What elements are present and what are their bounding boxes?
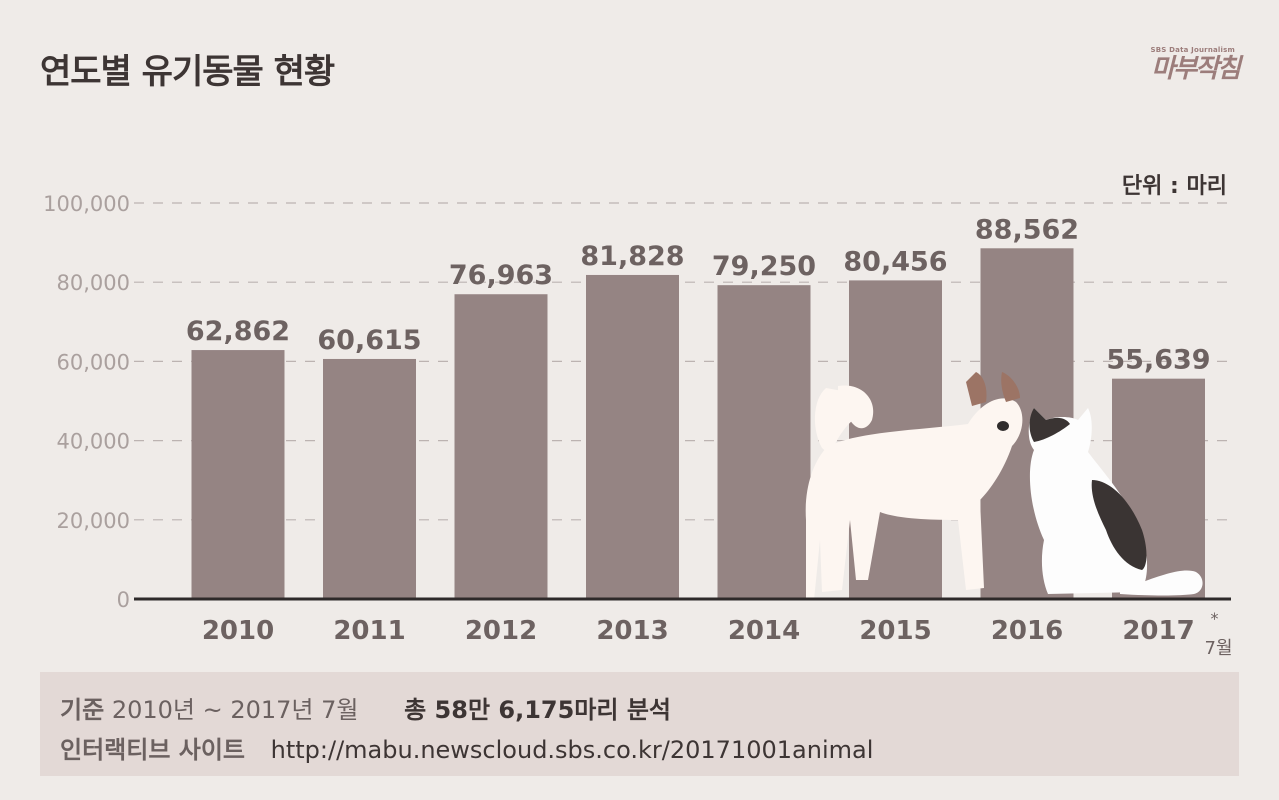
data-label: 79,250 <box>712 251 816 282</box>
footnote-marker: * <box>1211 609 1219 628</box>
data-label: 55,639 <box>1106 345 1210 376</box>
data-label: 62,862 <box>186 316 290 347</box>
dog-illustration <box>805 372 1023 600</box>
y-tick-label: 60,000 <box>57 350 130 374</box>
basis-label: 기준 <box>60 696 105 724</box>
cat-illustration <box>1028 408 1203 596</box>
y-tick-label: 20,000 <box>57 509 130 533</box>
x-tick-label: 2014 <box>728 616 800 646</box>
dog-and-cat-illustration <box>805 372 1203 600</box>
bar <box>454 294 548 599</box>
data-label: 88,562 <box>975 214 1079 245</box>
bar <box>586 274 679 599</box>
x-tick-label: 2013 <box>596 616 668 646</box>
data-label: 76,963 <box>449 260 553 291</box>
total-count-text: 총 58만 6,175마리 분석 <box>404 696 671 724</box>
bar-chart: 0 20,000 40,000 60,000 80,000 100,000 62,862 6… <box>43 192 1233 659</box>
category-note: 7월 <box>1205 638 1233 659</box>
footer-panel: 기준 2010년 ~ 2017년 7월 총 58만 6,175마리 분석 인터랙… <box>40 672 1239 776</box>
data-label: 80,456 <box>843 246 947 277</box>
y-tick-label: 100,000 <box>43 192 130 216</box>
site-label: 인터랙티브 사이트 <box>60 736 245 764</box>
x-tick-label: 2017 <box>1122 616 1194 646</box>
unit-label: 단위 : 마리 <box>1121 174 1227 199</box>
logo-text: 마부작침 <box>1151 54 1241 84</box>
y-tick-label: 40,000 <box>57 430 130 454</box>
bar <box>323 358 416 599</box>
footer-basis-line: 기준 2010년 ~ 2017년 7월 총 58만 6,175마리 분석 <box>60 690 671 725</box>
bar <box>191 350 285 599</box>
x-tick-label: 2012 <box>465 616 537 646</box>
basis-value: 2010년 ~ 2017년 7월 <box>111 696 359 724</box>
brand-logo: SBS Data Journalism 마부작침 <box>1129 46 1241 84</box>
page-title: 연도별 유기동물 현황 <box>40 52 335 92</box>
bar <box>717 285 811 599</box>
x-tick-label: 2015 <box>859 616 931 646</box>
data-label: 81,828 <box>580 241 684 272</box>
x-tick-label: 2016 <box>991 616 1063 646</box>
y-tick-label: 0 <box>117 588 130 612</box>
data-label: 60,615 <box>317 325 421 356</box>
y-tick-label: 80,000 <box>57 271 130 295</box>
logo-subtitle: SBS Data Journalism <box>1150 46 1235 54</box>
site-url-link[interactable]: http://mabu.newscloud.sbs.co.kr/20171001… <box>270 736 874 764</box>
footer-site-line: 인터랙티브 사이트 http://mabu.newscloud.sbs.co.k… <box>60 730 873 765</box>
x-tick-label: 2010 <box>202 616 274 646</box>
x-tick-label: 2011 <box>333 616 405 646</box>
